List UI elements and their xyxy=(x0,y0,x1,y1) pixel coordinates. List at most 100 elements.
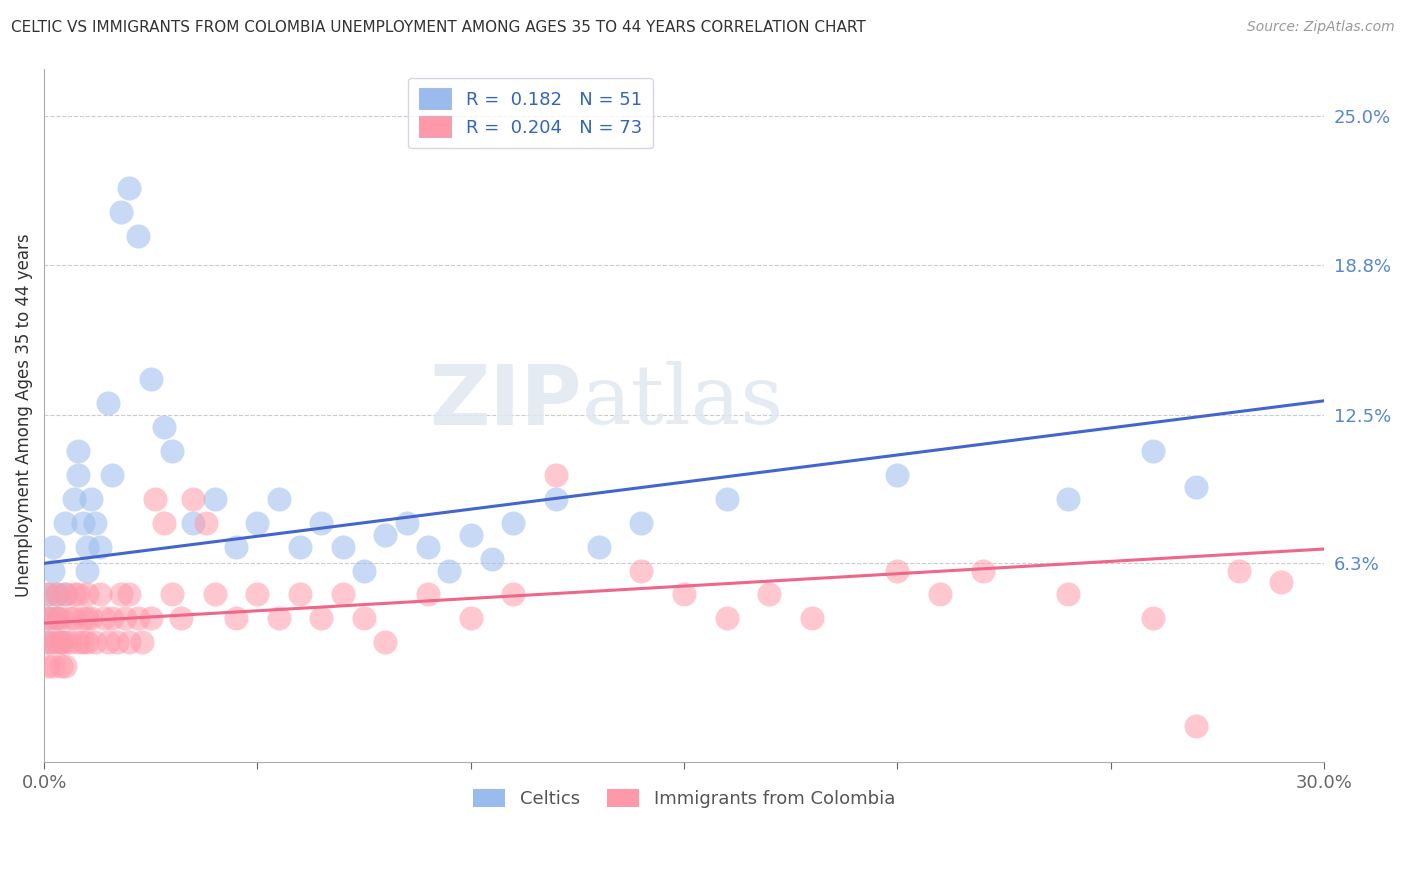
Point xyxy=(37,635,59,649)
Point xyxy=(105,635,128,649)
Point xyxy=(51,635,73,649)
Point xyxy=(110,205,132,219)
Point xyxy=(630,564,652,578)
Point xyxy=(55,516,77,530)
Point xyxy=(416,540,439,554)
Point xyxy=(63,491,86,506)
Point xyxy=(37,587,59,601)
Point xyxy=(1057,587,1080,601)
Point xyxy=(93,611,115,625)
Point xyxy=(127,228,149,243)
Point xyxy=(76,540,98,554)
Point xyxy=(76,611,98,625)
Point xyxy=(152,516,174,530)
Point xyxy=(204,491,226,506)
Point xyxy=(41,564,63,578)
Point xyxy=(37,611,59,625)
Point xyxy=(225,611,247,625)
Point xyxy=(63,611,86,625)
Point xyxy=(160,444,183,458)
Point xyxy=(673,587,696,601)
Point xyxy=(97,635,120,649)
Y-axis label: Unemployment Among Ages 35 to 44 years: Unemployment Among Ages 35 to 44 years xyxy=(15,234,32,597)
Point xyxy=(1185,480,1208,494)
Point xyxy=(143,491,166,506)
Point xyxy=(801,611,824,625)
Point xyxy=(1270,575,1292,590)
Point xyxy=(72,516,94,530)
Point xyxy=(416,587,439,601)
Point xyxy=(59,611,82,625)
Point xyxy=(758,587,780,601)
Point xyxy=(929,587,952,601)
Point xyxy=(118,635,141,649)
Point xyxy=(716,491,738,506)
Point xyxy=(84,516,107,530)
Point xyxy=(76,564,98,578)
Point xyxy=(160,587,183,601)
Text: CELTIC VS IMMIGRANTS FROM COLOMBIA UNEMPLOYMENT AMONG AGES 35 TO 44 YEARS CORREL: CELTIC VS IMMIGRANTS FROM COLOMBIA UNEMP… xyxy=(11,20,866,35)
Point xyxy=(72,611,94,625)
Point xyxy=(45,587,67,601)
Point xyxy=(225,540,247,554)
Point xyxy=(55,587,77,601)
Point xyxy=(460,527,482,541)
Point xyxy=(204,587,226,601)
Point xyxy=(63,587,86,601)
Point xyxy=(1057,491,1080,506)
Point xyxy=(374,527,396,541)
Point xyxy=(51,611,73,625)
Point xyxy=(183,491,205,506)
Point xyxy=(110,587,132,601)
Legend: Celtics, Immigrants from Colombia: Celtics, Immigrants from Colombia xyxy=(465,781,903,815)
Point xyxy=(546,491,568,506)
Point xyxy=(460,611,482,625)
Point xyxy=(630,516,652,530)
Point xyxy=(89,540,111,554)
Point xyxy=(118,181,141,195)
Point xyxy=(37,587,59,601)
Point xyxy=(55,659,77,673)
Point xyxy=(37,635,59,649)
Point xyxy=(41,611,63,625)
Point xyxy=(374,635,396,649)
Point xyxy=(41,635,63,649)
Point xyxy=(67,467,90,482)
Point xyxy=(80,611,103,625)
Point xyxy=(502,516,524,530)
Point xyxy=(41,540,63,554)
Point xyxy=(288,587,311,601)
Point xyxy=(481,551,503,566)
Point xyxy=(45,611,67,625)
Point xyxy=(101,467,124,482)
Point xyxy=(118,587,141,601)
Point xyxy=(886,467,908,482)
Point xyxy=(886,564,908,578)
Point xyxy=(51,635,73,649)
Point xyxy=(45,587,67,601)
Point xyxy=(37,659,59,673)
Point xyxy=(502,587,524,601)
Point xyxy=(267,491,290,506)
Point xyxy=(311,611,333,625)
Point xyxy=(67,444,90,458)
Point xyxy=(1227,564,1250,578)
Text: Source: ZipAtlas.com: Source: ZipAtlas.com xyxy=(1247,20,1395,34)
Point xyxy=(97,396,120,410)
Point xyxy=(439,564,461,578)
Point xyxy=(84,635,107,649)
Point xyxy=(80,491,103,506)
Point xyxy=(353,611,375,625)
Point xyxy=(101,611,124,625)
Point xyxy=(59,635,82,649)
Point xyxy=(55,635,77,649)
Point xyxy=(246,516,269,530)
Point xyxy=(76,587,98,601)
Point xyxy=(311,516,333,530)
Point xyxy=(51,659,73,673)
Point xyxy=(139,611,162,625)
Point xyxy=(114,611,136,625)
Point xyxy=(972,564,994,578)
Point xyxy=(1142,444,1164,458)
Point xyxy=(395,516,418,530)
